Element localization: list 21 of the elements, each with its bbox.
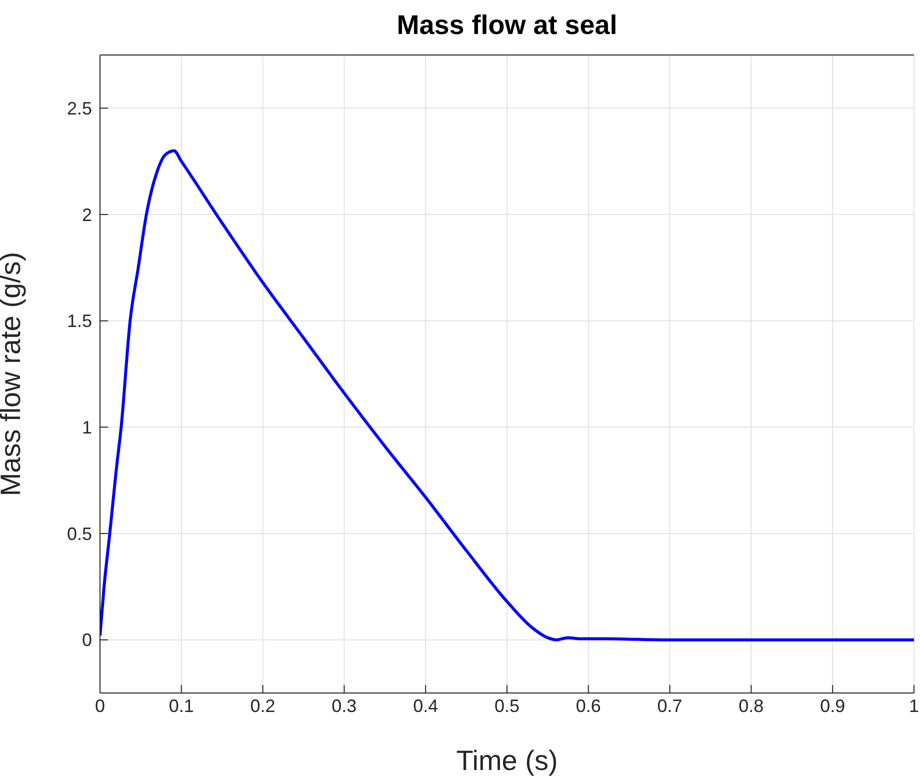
line-series xyxy=(100,149,914,642)
y-axis-title: Mass flow rate (g/s) xyxy=(0,252,26,496)
x-tick-label: 0.7 xyxy=(657,696,682,716)
y-tick-label: 1 xyxy=(82,418,92,438)
x-tick-label: 0.9 xyxy=(820,696,846,716)
y-tick-label: 1.5 xyxy=(66,311,92,332)
x-tick-label: 0 xyxy=(94,696,106,716)
x-tick-label: 0.5 xyxy=(494,696,520,716)
y-tick-label: 2.5 xyxy=(66,98,92,119)
x-tick-label: 0.4 xyxy=(413,696,438,716)
x-tick-label: 0.8 xyxy=(738,696,764,716)
y-tick-label: 2 xyxy=(82,204,92,225)
x-tick-label: 1 xyxy=(908,696,920,716)
chart-title: Mass flow at seal xyxy=(396,10,618,41)
x-tick-label: 0.6 xyxy=(576,696,601,716)
x-axis-title: Time (s) xyxy=(456,745,558,776)
y-tick-label: 0.5 xyxy=(66,524,92,544)
x-tick-label: 0.2 xyxy=(250,696,276,716)
y-tick-label: 0 xyxy=(82,630,92,650)
x-tick-label: 0.3 xyxy=(332,696,357,716)
x-tick-label: 0.1 xyxy=(168,696,194,716)
